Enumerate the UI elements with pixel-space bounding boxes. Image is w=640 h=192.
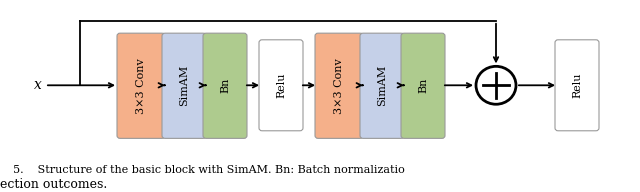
Text: ection outcomes.: ection outcomes. <box>0 178 108 191</box>
Text: 5.    Structure of the basic block with SimAM. Bn: Batch normalizatio: 5. Structure of the basic block with Sim… <box>13 165 404 175</box>
FancyBboxPatch shape <box>401 33 445 138</box>
FancyBboxPatch shape <box>117 33 165 138</box>
Text: Relu: Relu <box>572 73 582 98</box>
Text: SimAM: SimAM <box>179 65 189 106</box>
FancyBboxPatch shape <box>360 33 404 138</box>
FancyBboxPatch shape <box>203 33 247 138</box>
Text: 3×3 Conv: 3×3 Conv <box>334 58 344 114</box>
Text: x: x <box>34 78 42 92</box>
FancyBboxPatch shape <box>555 40 599 131</box>
Text: 3×3 Conv: 3×3 Conv <box>136 58 146 114</box>
FancyBboxPatch shape <box>259 40 303 131</box>
Circle shape <box>476 66 516 104</box>
Text: Bn: Bn <box>220 78 230 94</box>
FancyBboxPatch shape <box>315 33 363 138</box>
FancyBboxPatch shape <box>162 33 206 138</box>
Text: SimAM: SimAM <box>377 65 387 106</box>
Text: Relu: Relu <box>276 73 286 98</box>
Text: Bn: Bn <box>418 78 428 94</box>
